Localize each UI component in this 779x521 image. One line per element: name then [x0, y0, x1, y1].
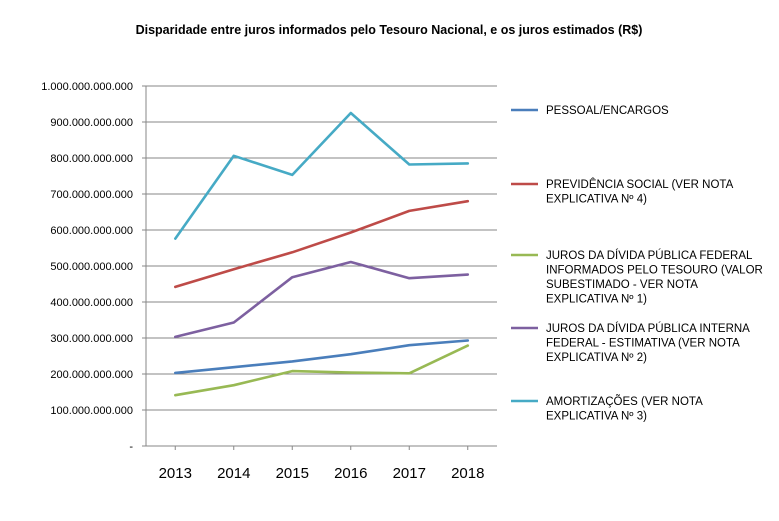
legend-label: EXPLICATIVA Nº 1): [546, 294, 647, 306]
x-tick-label: 2017: [393, 465, 426, 482]
y-tick-label: 400.000.000.000: [50, 297, 133, 309]
y-tick-label: 600.000.000.000: [50, 225, 133, 237]
series-line: [174, 199, 470, 289]
x-tick-label: 2018: [451, 465, 484, 482]
series-line: [174, 260, 470, 339]
legend-entry: AMORTIZAÇÕES (VER NOTA EXPLICATIVA Nº 3): [511, 395, 703, 423]
y-tick-label: 500.000.000.000: [50, 261, 133, 273]
x-tick-label: 2015: [276, 465, 309, 482]
y-tick-label: 900.000.000.000: [50, 117, 133, 129]
legend-label: INFORMADOS PELO TESOURO (VALOR: [546, 265, 763, 277]
legend: PESSOAL/ENCARGOS PREVIDÊNCIA SOCIAL (VER …: [511, 105, 763, 423]
legend-label: EXPLICATIVA Nº 3): [546, 411, 647, 423]
y-tick-label: 800.000.000.000: [50, 153, 133, 165]
series-line: [174, 111, 470, 240]
legend-label: SUBESTIMADO - VER NOTA: [546, 279, 698, 291]
legend-entry: JUROS DA DÍVIDA PÚBLICA INTERNA FEDERAL -…: [511, 322, 750, 364]
legend-entry: JUROS DA DÍVIDA PÚBLICA FEDERAL INFORMADO…: [511, 249, 763, 306]
legend-label: EXPLICATIVA Nº 4): [546, 194, 647, 206]
legend-label: AMORTIZAÇÕES (VER NOTA: [546, 395, 703, 408]
series-lines: [174, 111, 470, 397]
y-tick-labels: - 100.000.000.000 200.000.000.000 300.000.0…: [41, 81, 133, 453]
axes: [142, 85, 497, 450]
series-line: [174, 344, 470, 397]
legend-label: JUROS DA DÍVIDA PÚBLICA INTERNA: [546, 322, 750, 335]
legend-label: FEDERAL - ESTIMATIVA (VER NOTA: [546, 338, 740, 350]
x-tick-labels: 2013 2014 2015 2016 2017 2018: [159, 465, 485, 482]
x-tick-label: 2014: [217, 465, 250, 482]
series-line: [174, 339, 470, 375]
legend-label: PREVIDÊNCIA SOCIAL (VER NOTA: [546, 178, 734, 191]
chart-title: Disparidade entre juros informados pelo …: [136, 23, 643, 37]
y-tick-label: 1.000.000.000.000: [41, 81, 133, 93]
y-tick-label: 300.000.000.000: [50, 333, 133, 345]
y-tick-label: 100.000.000.000: [50, 405, 133, 417]
legend-label: PESSOAL/ENCARGOS: [546, 105, 669, 117]
x-tick-label: 2013: [159, 465, 192, 482]
x-tick-label: 2016: [334, 465, 367, 482]
y-tick-label: 700.000.000.000: [50, 189, 133, 201]
legend-entry: PESSOAL/ENCARGOS: [511, 105, 669, 117]
y-tick-label: 200.000.000.000: [50, 369, 133, 381]
legend-label: JUROS DA DÍVIDA PÚBLICA FEDERAL: [546, 249, 753, 262]
y-tick-label: -: [129, 441, 133, 453]
legend-label: EXPLICATIVA Nº 2): [546, 352, 647, 364]
gridlines: [146, 85, 497, 411]
legend-entry: PREVIDÊNCIA SOCIAL (VER NOTA EXPLICATIVA …: [511, 178, 734, 206]
